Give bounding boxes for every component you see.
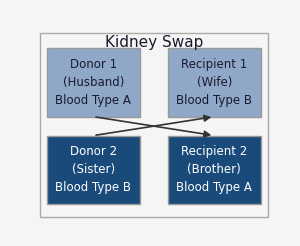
Bar	[168, 136, 261, 204]
Text: Donor 2
(Sister)
Blood Type B: Donor 2 (Sister) Blood Type B	[55, 145, 131, 194]
Text: Donor 1
(Husband)
Blood Type A: Donor 1 (Husband) Blood Type A	[56, 58, 131, 107]
Bar	[168, 48, 261, 117]
Text: Recipient 1
(Wife)
Blood Type B: Recipient 1 (Wife) Blood Type B	[176, 58, 252, 107]
Text: Recipient 2
(Brother)
Blood Type A: Recipient 2 (Brother) Blood Type A	[176, 145, 252, 194]
Bar	[47, 136, 140, 204]
Bar	[47, 48, 140, 117]
Text: Kidney Swap: Kidney Swap	[105, 35, 203, 50]
